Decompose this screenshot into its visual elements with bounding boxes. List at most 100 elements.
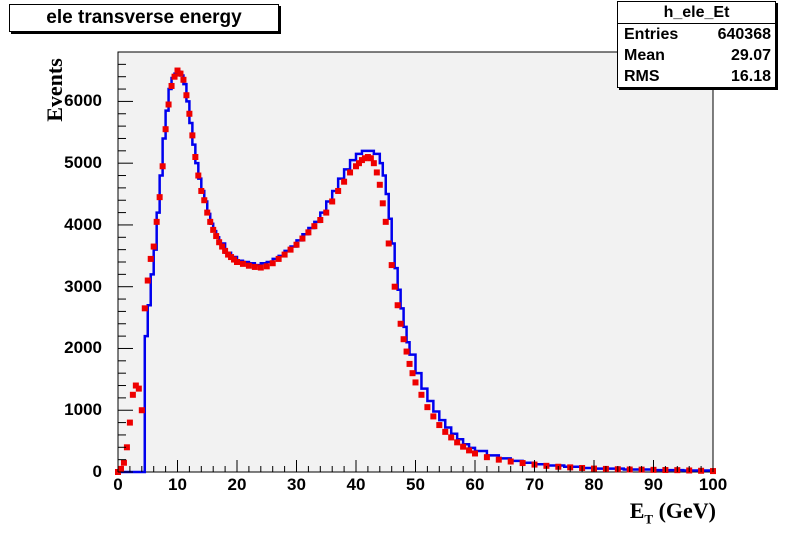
data-marker	[397, 320, 404, 327]
data-marker	[117, 465, 124, 472]
y-tick-label: 2000	[64, 338, 102, 358]
stats-value: 640368	[717, 26, 771, 43]
data-marker	[448, 434, 455, 441]
stats-key: Mean	[624, 47, 665, 64]
data-marker	[370, 160, 377, 167]
plot-frame	[117, 51, 714, 473]
data-marker	[281, 251, 288, 258]
data-marker	[219, 243, 226, 250]
data-marker	[335, 187, 342, 194]
data-marker	[195, 172, 202, 179]
data-marker	[171, 73, 178, 80]
x-axis-label-main: E	[629, 498, 645, 523]
data-marker	[341, 178, 348, 185]
data-marker	[472, 450, 478, 457]
y-tick-label: 5000	[64, 153, 102, 173]
x-axis-label-subscript: T	[644, 511, 654, 527]
data-marker	[379, 200, 386, 207]
x-tick-label: 50	[406, 475, 425, 494]
data-marker	[135, 385, 142, 392]
data-marker	[454, 439, 461, 446]
data-marker	[442, 428, 449, 435]
data-marker	[144, 277, 151, 284]
y-tick-label: 0	[92, 462, 102, 481]
data-marker	[150, 243, 157, 250]
data-marker	[430, 413, 437, 420]
data-marker	[147, 255, 154, 262]
data-marker	[424, 404, 431, 411]
data-marker	[153, 218, 160, 225]
data-marker	[257, 264, 264, 271]
data-marker	[495, 456, 502, 463]
stats-key: Entries	[624, 26, 679, 43]
stats-row-entries: Entries 640368	[618, 24, 775, 45]
data-marker	[483, 454, 490, 461]
data-marker	[353, 163, 359, 170]
y-tick-label: 3000	[64, 276, 102, 296]
data-marker	[129, 391, 136, 398]
stats-value: 29.07	[730, 47, 771, 64]
stats-histogram-name: h_ele_Et	[618, 2, 775, 24]
data-marker	[201, 197, 208, 204]
x-axis-label-unit: (GeV)	[653, 498, 716, 523]
data-marker	[204, 209, 211, 216]
data-marker	[162, 126, 169, 133]
data-marker	[269, 260, 276, 267]
data-marker	[293, 241, 300, 248]
data-marker	[183, 92, 190, 99]
stats-key: RMS	[624, 68, 660, 85]
data-marker	[403, 348, 410, 355]
data-marker	[299, 235, 306, 242]
data-marker	[177, 70, 184, 77]
data-marker	[400, 336, 407, 343]
data-marker	[275, 255, 282, 262]
x-tick-label: 90	[644, 475, 663, 494]
data-marker	[385, 240, 392, 247]
x-axis-label: ET (GeV)	[630, 498, 716, 527]
data-marker	[168, 82, 175, 89]
stats-value: 16.18	[730, 68, 771, 85]
data-marker	[317, 217, 324, 223]
data-marker	[376, 181, 383, 188]
y-axis-label: Events	[42, 58, 67, 122]
stats-row-rms: RMS 16.18	[618, 66, 775, 87]
stats-box: h_ele_Et Entries 640368 Mean 29.07 RMS 1…	[617, 1, 776, 88]
data-marker	[251, 263, 258, 270]
data-marker	[323, 209, 330, 216]
data-marker	[138, 407, 145, 414]
x-tick-label: 10	[168, 475, 187, 494]
y-tick-label: 1000	[64, 400, 102, 420]
data-marker	[207, 218, 214, 225]
data-marker	[189, 132, 196, 139]
data-marker	[367, 155, 374, 162]
data-marker	[165, 101, 172, 108]
x-tick-label: 0	[113, 475, 123, 494]
data-marker	[192, 154, 199, 160]
data-marker	[198, 187, 205, 194]
stats-row-mean: Mean 29.07	[618, 45, 775, 66]
data-marker	[287, 246, 294, 253]
data-marker	[120, 459, 127, 466]
data-marker	[409, 370, 416, 377]
data-marker	[412, 379, 419, 386]
data-marker	[216, 239, 223, 246]
data-marker	[329, 198, 336, 205]
data-marker	[239, 260, 246, 267]
data-marker	[245, 262, 252, 269]
data-marker	[543, 462, 550, 469]
data-marker	[406, 360, 413, 367]
data-marker	[388, 262, 395, 269]
data-marker	[507, 458, 514, 465]
data-marker	[311, 223, 318, 230]
data-marker	[347, 169, 354, 176]
data-marker	[126, 419, 133, 426]
data-marker	[418, 391, 425, 398]
data-marker	[460, 443, 467, 450]
data-marker	[159, 163, 166, 170]
data-marker	[436, 422, 443, 429]
x-tick-label: 100	[698, 475, 728, 494]
y-tick-label: 6000	[64, 91, 102, 111]
data-marker	[373, 169, 380, 176]
data-marker	[391, 283, 398, 290]
x-tick-label: 60	[465, 475, 485, 494]
